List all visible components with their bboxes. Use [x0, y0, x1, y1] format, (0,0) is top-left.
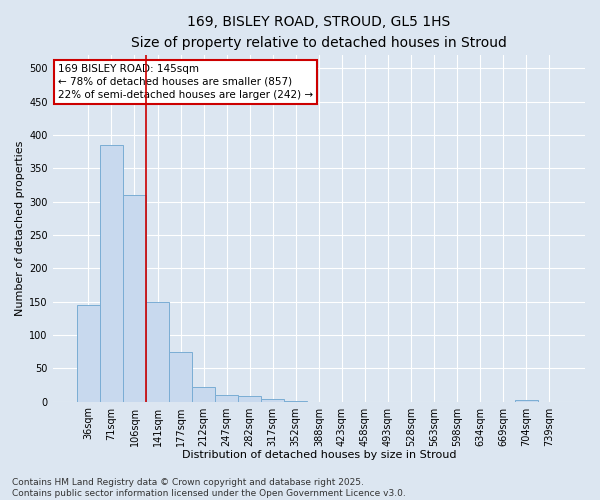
Bar: [192, 387, 215, 402]
Bar: [515, 400, 538, 402]
Title: 169, BISLEY ROAD, STROUD, GL5 1HS
Size of property relative to detached houses i: 169, BISLEY ROAD, STROUD, GL5 1HS Size o…: [131, 15, 507, 50]
Y-axis label: Number of detached properties: Number of detached properties: [15, 140, 25, 316]
Bar: [146, 302, 169, 402]
Text: 169 BISLEY ROAD: 145sqm
← 78% of detached houses are smaller (857)
22% of semi-d: 169 BISLEY ROAD: 145sqm ← 78% of detache…: [58, 64, 313, 100]
Bar: [77, 305, 100, 402]
Bar: [123, 195, 146, 402]
Bar: [215, 395, 238, 402]
X-axis label: Distribution of detached houses by size in Stroud: Distribution of detached houses by size …: [182, 450, 456, 460]
Bar: [169, 352, 192, 402]
Bar: [261, 399, 284, 402]
Bar: [238, 396, 261, 402]
Bar: [284, 401, 307, 402]
Bar: [100, 145, 123, 402]
Text: Contains HM Land Registry data © Crown copyright and database right 2025.
Contai: Contains HM Land Registry data © Crown c…: [12, 478, 406, 498]
